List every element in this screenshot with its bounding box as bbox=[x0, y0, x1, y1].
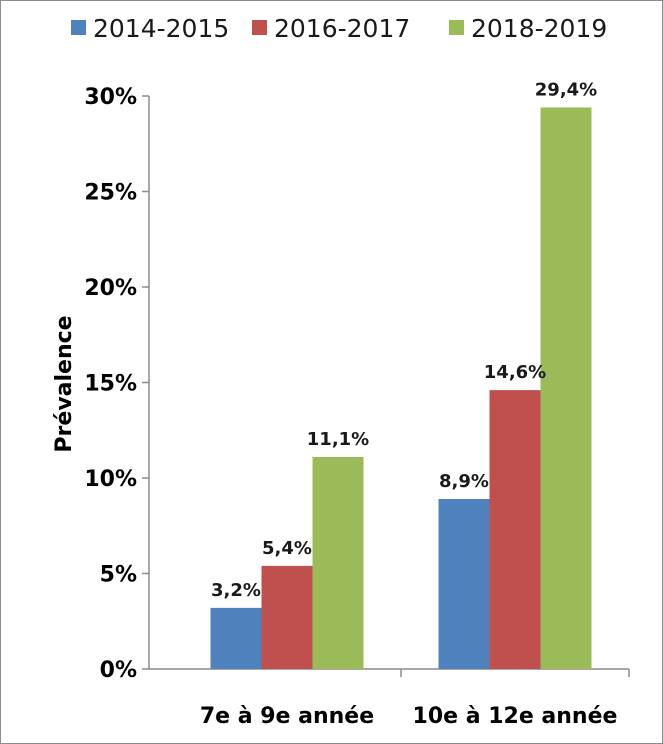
data-label: 11,1% bbox=[307, 429, 369, 450]
bar-2016-2017 bbox=[261, 565, 313, 669]
y-axis-title: Prévalence bbox=[52, 315, 77, 452]
legend-label-2018-2019: 2018-2019 bbox=[471, 14, 607, 43]
legend-swatch-2018-2019 bbox=[449, 20, 464, 35]
x-category-label: 7e à 9e année bbox=[200, 704, 374, 729]
legend-swatch-2016-2017 bbox=[252, 20, 267, 35]
bar-series-group bbox=[210, 107, 592, 669]
y-tick-label: 20% bbox=[84, 276, 137, 301]
y-tick-label: 30% bbox=[84, 85, 137, 110]
y-tick-label: 25% bbox=[84, 181, 137, 206]
x-axis: 7e à 9e année 10e à 12e année bbox=[149, 668, 630, 729]
bar-2018-2019 bbox=[540, 107, 592, 669]
data-label: 29,4% bbox=[535, 79, 597, 100]
bar-2014-2015 bbox=[210, 607, 262, 669]
data-label: 8,9% bbox=[439, 471, 489, 492]
bar-2014-2015 bbox=[438, 499, 490, 669]
x-category-label: 10e à 12e année bbox=[413, 704, 618, 729]
chart-legend: 2014-2015 2016-2017 2018-2019 bbox=[71, 14, 607, 43]
y-tick-label: 10% bbox=[84, 467, 137, 492]
legend-swatch-2014-2015 bbox=[71, 20, 86, 35]
legend-label-2016-2017: 2016-2017 bbox=[274, 14, 410, 43]
legend-label-2014-2015: 2014-2015 bbox=[93, 14, 229, 43]
data-label: 5,4% bbox=[262, 538, 312, 559]
bar-2018-2019 bbox=[312, 456, 364, 669]
y-axis: 0% 5% 10% 15% 20% 25% 30% bbox=[84, 85, 150, 683]
data-label: 14,6% bbox=[484, 362, 546, 383]
data-label-group: 3,2%5,4% 11,1% 8,9% 14,6% 29,4% bbox=[211, 79, 597, 600]
y-tick-label: 0% bbox=[100, 658, 137, 683]
bar-2016-2017 bbox=[489, 390, 541, 669]
data-label: 3,2% bbox=[211, 580, 261, 601]
y-tick-label: 15% bbox=[84, 372, 137, 397]
y-tick-label: 5% bbox=[100, 563, 137, 588]
